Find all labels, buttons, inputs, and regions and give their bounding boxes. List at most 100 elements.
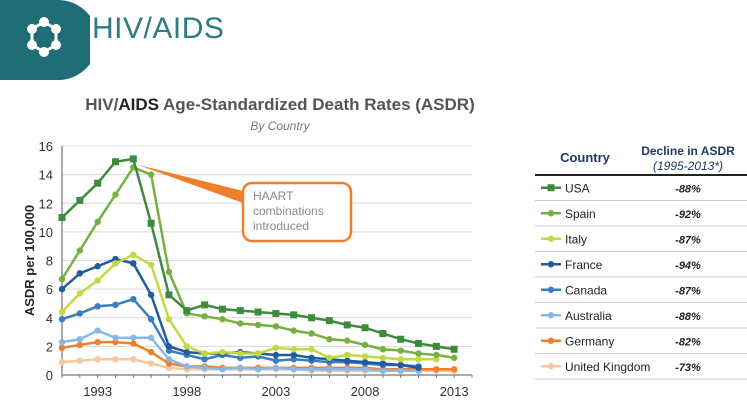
data-point xyxy=(308,314,316,322)
data-point xyxy=(272,351,280,359)
data-point xyxy=(361,324,369,332)
data-point xyxy=(130,356,137,363)
legend-label: France xyxy=(565,258,603,272)
data-point xyxy=(433,366,440,373)
data-point xyxy=(147,261,155,268)
x-tick-label: 2003 xyxy=(261,384,290,399)
data-point xyxy=(58,344,66,352)
data-point xyxy=(111,158,119,166)
data-point xyxy=(147,334,155,341)
data-point xyxy=(326,336,333,343)
data-point xyxy=(254,321,262,329)
legend-swatch-marker xyxy=(547,261,555,268)
data-point xyxy=(112,301,119,309)
legend-swatch-marker xyxy=(547,235,555,242)
data-point xyxy=(76,357,84,364)
data-point xyxy=(290,311,298,319)
legend-decline-value: -87% xyxy=(675,234,701,246)
legend-label: Spain xyxy=(565,207,596,221)
data-point xyxy=(58,275,66,283)
data-point xyxy=(361,341,369,349)
y-tick-label: 4 xyxy=(46,311,53,326)
legend-decline-value: -88% xyxy=(675,311,701,323)
legend-label: Australia xyxy=(565,309,612,323)
y-tick-label: 8 xyxy=(46,254,53,269)
data-point xyxy=(183,363,190,370)
chart-title-bold: AIDS xyxy=(118,95,159,114)
legend-decline-value: -92% xyxy=(675,209,701,221)
data-point xyxy=(290,351,297,359)
data-point xyxy=(58,315,66,323)
data-point xyxy=(379,360,387,367)
data-point xyxy=(76,270,84,277)
data-point xyxy=(308,366,315,373)
data-point xyxy=(130,295,137,303)
data-point xyxy=(290,366,297,373)
legend-label: Germany xyxy=(565,334,614,348)
data-point xyxy=(272,323,280,330)
data-point xyxy=(450,366,458,373)
data-point xyxy=(236,307,244,315)
annotation-text: HAART xyxy=(253,189,294,203)
data-point xyxy=(433,351,440,359)
data-point xyxy=(147,360,155,367)
data-point xyxy=(415,350,422,357)
data-point xyxy=(272,357,280,364)
data-point xyxy=(129,155,137,163)
series-line-italy xyxy=(61,253,437,361)
data-point xyxy=(165,291,173,299)
data-point xyxy=(58,338,66,346)
data-point xyxy=(183,348,190,356)
data-point xyxy=(450,354,458,362)
data-point xyxy=(344,351,351,359)
legend-decline-value: -87% xyxy=(675,285,701,297)
data-point xyxy=(165,268,173,276)
data-point xyxy=(165,315,173,323)
legend-swatch-marker xyxy=(547,210,555,217)
data-point xyxy=(361,358,369,366)
chart-title: HIV/AIDS Age-Standardized Death Rates (A… xyxy=(0,95,560,115)
x-tick-label: 2013 xyxy=(440,384,469,399)
data-point xyxy=(112,356,119,363)
data-point xyxy=(130,260,137,267)
data-point xyxy=(415,364,422,372)
legend-decline-value: -73% xyxy=(675,362,701,374)
y-tick-label: 2 xyxy=(46,339,53,354)
legend-decline-value: -88% xyxy=(675,183,701,195)
data-point xyxy=(94,277,101,284)
data-point xyxy=(130,334,137,341)
page-title: HIV/AIDS xyxy=(92,12,225,45)
data-point xyxy=(432,342,440,350)
data-point xyxy=(201,364,208,372)
chart-subtitle: By Country xyxy=(250,119,310,133)
legend-label: Italy xyxy=(565,232,587,246)
data-point xyxy=(130,251,137,258)
data-point xyxy=(379,329,387,337)
legend-swatch-marker xyxy=(547,184,555,192)
data-point xyxy=(76,196,84,204)
data-point xyxy=(326,354,333,362)
legend-swatch-marker xyxy=(547,286,555,293)
data-point xyxy=(76,310,84,317)
legend-swatch-marker xyxy=(547,312,555,319)
data-point xyxy=(308,354,315,362)
data-point xyxy=(344,366,351,373)
data-point xyxy=(112,191,119,198)
data-point xyxy=(415,356,422,363)
data-point xyxy=(397,356,404,363)
data-point xyxy=(397,347,404,354)
data-point xyxy=(379,354,387,362)
data-point xyxy=(397,367,404,374)
data-point xyxy=(94,179,102,187)
data-point xyxy=(272,364,280,372)
data-point xyxy=(344,337,351,344)
data-point xyxy=(58,308,66,316)
data-point xyxy=(147,291,155,299)
legend-swatch-marker xyxy=(547,363,555,370)
data-point xyxy=(450,345,458,353)
data-point xyxy=(112,260,119,267)
data-point xyxy=(147,315,155,323)
data-point xyxy=(130,340,137,347)
data-point xyxy=(290,346,297,353)
data-point xyxy=(237,320,244,327)
